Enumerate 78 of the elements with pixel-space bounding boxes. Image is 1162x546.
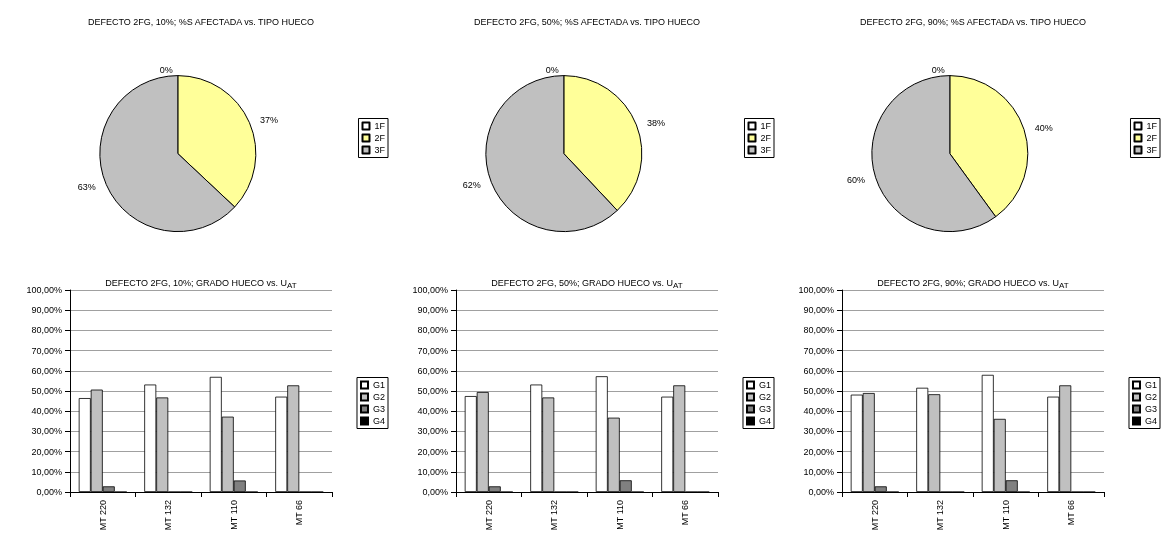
- data-label: 40%: [1034, 122, 1053, 133]
- y-tick-label: 60,00%: [31, 365, 62, 376]
- legend-label: 3F: [1146, 145, 1158, 155]
- data-label: 38%: [646, 117, 665, 128]
- y-tick-label: 0,00%: [36, 487, 62, 497]
- y-tick-label: 10,00%: [417, 466, 448, 477]
- x-tick-label: MT 220: [97, 500, 108, 531]
- legend-label: 2F: [374, 133, 386, 143]
- x-tick-label: MT 110: [1000, 500, 1011, 530]
- y-tick-label: 50,00%: [417, 386, 448, 396]
- legend-label: G1: [1144, 380, 1158, 390]
- chart-title: DEFECTO 2FG, 90%; %S AFECTADA vs. TIPO HUECO: [859, 16, 1087, 27]
- y-tick-label: 20,00%: [417, 446, 448, 457]
- y-tick-label: 50,00%: [31, 386, 62, 396]
- legend-label: G3: [372, 404, 386, 414]
- data-label: 60%: [846, 174, 865, 185]
- y-tick-label: 80,00%: [803, 325, 834, 336]
- text: 0%: [159, 64, 173, 75]
- y-tick-label: 90,00%: [31, 305, 62, 316]
- x-tick-label: MT 66: [1066, 500, 1077, 526]
- y-tick-label: 60,00%: [803, 365, 834, 376]
- y-tick-label: 0,00%: [808, 487, 834, 497]
- y-tick-label: 0,00%: [422, 487, 448, 497]
- legend-label: 1F: [374, 121, 386, 131]
- x-tick-label: MT 110: [614, 500, 625, 530]
- y-tick-label: 10,00%: [31, 466, 62, 477]
- legend-label: 1F: [1146, 121, 1158, 131]
- y-tick-label: 90,00%: [417, 305, 448, 316]
- y-tick-label: 20,00%: [31, 446, 62, 457]
- data-label: 62%: [462, 179, 481, 190]
- x-tick-label: MT 66: [294, 500, 305, 526]
- legend-label: G2: [372, 392, 386, 402]
- chart-title: DEFECTO 2FG, 50%; %S AFECTADA vs. TIPO HUECO: [473, 16, 701, 27]
- legend-label: G4: [1144, 416, 1158, 426]
- legend-label: G3: [1144, 404, 1158, 414]
- y-tick-label: 40,00%: [417, 406, 448, 417]
- data-label: 37%: [259, 115, 278, 126]
- y-tick-label: 70,00%: [803, 345, 834, 356]
- x-tick-label: MT 110: [228, 500, 239, 530]
- x-tick-label: MT 132: [549, 500, 560, 531]
- legend-label: G1: [372, 380, 386, 390]
- x-tick-label: MT 132: [163, 500, 174, 531]
- y-tick-label: 40,00%: [803, 406, 834, 417]
- legend-label: G4: [372, 416, 386, 426]
- legend-label: G4: [758, 416, 772, 426]
- y-tick-label: 20,00%: [803, 446, 834, 457]
- legend-label: G3: [758, 404, 772, 414]
- y-tick-label: 90,00%: [803, 305, 834, 316]
- legend-label: G2: [758, 392, 772, 402]
- data-label: 63%: [77, 181, 96, 192]
- y-tick-label: 100,00%: [26, 285, 62, 295]
- x-tick-label: MT 220: [483, 500, 494, 531]
- legend-label: G2: [1144, 392, 1158, 402]
- x-tick-label: MT 132: [935, 500, 946, 531]
- y-tick-label: 70,00%: [31, 345, 62, 356]
- legend-label: 3F: [374, 145, 386, 155]
- legend-label: 2F: [1146, 133, 1158, 143]
- text: 0%: [931, 64, 945, 75]
- text: 0%: [545, 64, 559, 75]
- y-tick-label: 70,00%: [417, 345, 448, 356]
- y-tick-label: 10,00%: [803, 466, 834, 477]
- chart-title: DEFECTO 2FG, 10%; %S AFECTADA vs. TIPO HUECO: [87, 16, 315, 27]
- y-tick-label: 30,00%: [803, 426, 834, 437]
- y-tick-label: 30,00%: [31, 426, 62, 437]
- y-tick-label: 80,00%: [31, 325, 62, 336]
- x-tick-label: MT 220: [869, 500, 880, 531]
- y-tick-label: 100,00%: [412, 285, 448, 295]
- x-tick-label: MT 66: [680, 500, 691, 526]
- legend-label: 2F: [760, 133, 772, 143]
- legend-label: 3F: [760, 145, 772, 155]
- y-tick-label: 100,00%: [798, 285, 834, 295]
- y-tick-label: 60,00%: [417, 365, 448, 376]
- y-tick-label: 40,00%: [31, 406, 62, 417]
- legend-label: 1F: [760, 121, 772, 131]
- legend-label: G1: [758, 380, 772, 390]
- y-tick-label: 50,00%: [803, 386, 834, 396]
- y-tick-label: 30,00%: [417, 426, 448, 437]
- y-tick-label: 80,00%: [417, 325, 448, 336]
